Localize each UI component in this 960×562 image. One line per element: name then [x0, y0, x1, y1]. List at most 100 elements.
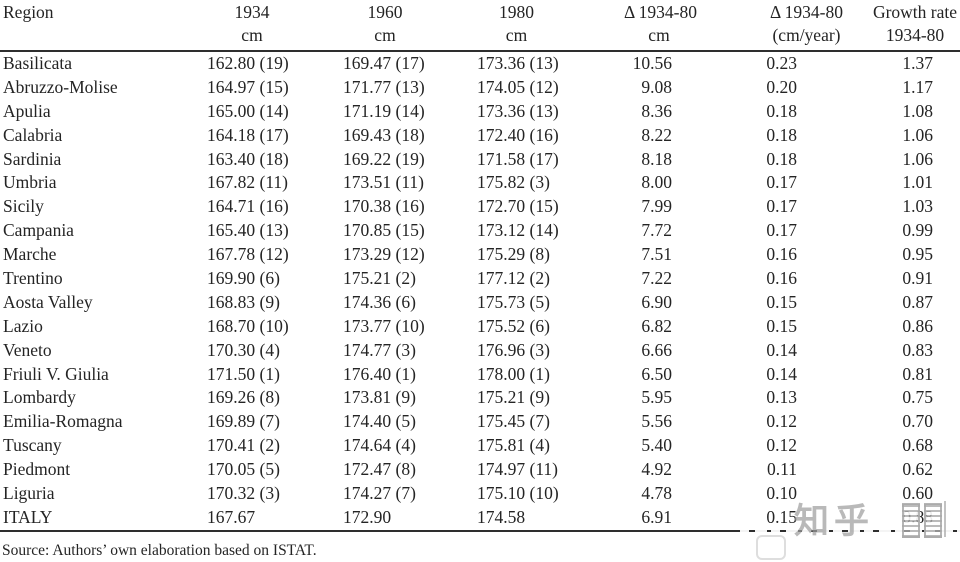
table-row: Emilia-Romagna 169.89 (7) 174.40 (5) 175.45… [0, 410, 960, 434]
table-cell: 0.87 [902, 291, 933, 312]
column-header-label: 1960 [367, 2, 403, 22]
region-name: Umbria [3, 172, 57, 193]
region-name: Liguria [3, 483, 55, 504]
table-cell: 169.26 (8) [207, 387, 280, 408]
table-cell: 8.36 [641, 100, 672, 121]
column-header-label: Region [3, 2, 54, 22]
table-row: Trentino 169.90 (6) 175.21 (2) 177.12 (2) 7.… [0, 267, 960, 291]
table-row: Piedmont 170.05 (5) 172.47 (8) 174.97 (11) 4… [0, 458, 960, 482]
column-header-sub: cm [648, 25, 670, 45]
table-cell: 0.68 [902, 435, 933, 456]
table-cell: 0.99 [902, 220, 933, 241]
region-name: Lazio [3, 315, 43, 336]
table-row: Umbria 167.82 (11) 173.51 (11) 175.82 (3) 8.… [0, 171, 960, 195]
table-cell: 168.70 (10) [207, 315, 289, 336]
table-cell: 173.36 (13) [477, 53, 559, 73]
table-row: Abruzzo-Molise 164.97 (15) 171.77 (13) 174.… [0, 76, 960, 100]
bottom-rule [0, 529, 960, 532]
table-cell: 174.97 (11) [477, 459, 559, 480]
region-name: Friuli V. Giulia [3, 363, 109, 384]
table-cell: 162.80 (19) [207, 53, 289, 73]
table-header-row: Region 1934 cm 1960 cm 1980 cm Δ 1934-80… [0, 0, 960, 47]
table-cell: 175.52 (6) [477, 315, 550, 336]
table-cell: 173.29 (12) [343, 244, 425, 265]
region-name: Piedmont [3, 459, 71, 480]
region-name: Veneto [3, 339, 52, 360]
watermark-dash-overlay [740, 526, 960, 534]
table-cell: 171.19 (14) [343, 100, 425, 121]
table-cell: 5.95 [641, 387, 672, 408]
table-cell: 0.12 [766, 411, 797, 432]
zhihu-logo-box-icon [756, 535, 786, 560]
table-row: Aosta Valley 168.83 (9) 174.36 (6) 175.73 (… [0, 291, 960, 315]
region-name: Sicily [3, 196, 44, 217]
table-cell: 0.10 [766, 483, 797, 504]
table-cell: 163.40 (18) [207, 148, 289, 169]
table-cell: 175.29 (8) [477, 244, 550, 265]
table-cell: 165.00 (14) [207, 100, 289, 121]
table-cell: 0.18 [766, 148, 797, 169]
column-header-sub: cm [505, 25, 528, 45]
table-cell: 1.03 [902, 196, 933, 217]
table-cell: 172.70 (15) [477, 196, 559, 217]
region-name: Abruzzo-Molise [3, 76, 118, 97]
table-cell: 0.17 [766, 172, 797, 193]
region-name: ITALY [3, 506, 53, 527]
table-cell: 0.23 [766, 53, 797, 73]
table-cell: 0.17 [766, 220, 797, 241]
region-name: Trentino [3, 268, 63, 289]
table-cell: 0.13 [766, 387, 797, 408]
table-cell: 0.17 [766, 196, 797, 217]
table-cell: 174.27 (7) [343, 483, 416, 504]
table-cell: 0.95 [902, 244, 933, 265]
table-cell: 174.36 (6) [343, 291, 416, 312]
column-header-1934: 1934 cm [200, 1, 336, 47]
table-cell: 1.06 [902, 124, 933, 145]
table-cell: 164.71 (16) [207, 196, 289, 217]
table-cell: 0.91 [902, 268, 933, 289]
region-name: Campania [3, 220, 74, 241]
watermark-seal-icon [924, 503, 942, 538]
table-cell: 6.82 [641, 315, 672, 336]
table-cell: 0.75 [902, 387, 933, 408]
region-name: Apulia [3, 100, 51, 121]
table-cell: 0.18 [766, 100, 797, 121]
region-name: Basilicata [3, 53, 73, 73]
table-cell: 170.30 (4) [207, 339, 280, 360]
region-name: Tuscany [3, 435, 62, 456]
table-row: Campania 165.40 (13) 170.85 (15) 173.12 (14… [0, 219, 960, 243]
column-header-delta-cm-year: Δ 1934-80 (cm/year) [675, 1, 843, 47]
column-header-sub: (cm/year) [772, 25, 841, 45]
watermark-seal-border [944, 501, 946, 537]
watermark-seal-icon [902, 503, 920, 538]
table-cell: 0.60 [902, 483, 933, 504]
column-header-region: Region [0, 1, 200, 47]
table-cell: 0.11 [767, 459, 797, 480]
table-cell: 172.40 (16) [477, 124, 559, 145]
table-cell: 173.12 (14) [477, 220, 559, 241]
table-cell: 173.77 (10) [343, 315, 425, 336]
table-cell: 175.45 (7) [477, 411, 550, 432]
table-row: Tuscany 170.41 (2) 174.64 (4) 175.81 (4) 5.4… [0, 434, 960, 458]
table-cell: 0.15 [766, 506, 797, 527]
table-cell: 5.40 [641, 435, 672, 456]
column-header-label: 1980 [499, 2, 534, 22]
table-cell: 169.47 (17) [343, 53, 425, 73]
watermark-char-hu: 乎 [834, 502, 870, 542]
table-cell: 165.40 (13) [207, 220, 289, 241]
column-header-label: Δ 1934-80 [624, 2, 697, 22]
region-name: Sardinia [3, 148, 62, 169]
table-cell: 0.86 [902, 315, 933, 336]
table-cell: 175.10 (10) [477, 483, 559, 504]
region-name: Aosta Valley [3, 291, 93, 312]
table-row: Marche 167.78 (12) 173.29 (12) 175.29 (8) 7.… [0, 243, 960, 267]
table-cell: 173.81 (9) [343, 387, 416, 408]
watermark-char-zhi: 知 [794, 502, 830, 542]
table-row: Basilicata 162.80 (19) 169.47 (17) 173.36 (… [0, 52, 960, 76]
table-cell: 0.14 [766, 363, 797, 384]
table-cell: 168.83 (9) [207, 291, 280, 312]
table-cell: 0.16 [766, 244, 797, 265]
table-cell: 5.56 [641, 411, 672, 432]
table-cell: 164.97 (15) [207, 76, 289, 97]
